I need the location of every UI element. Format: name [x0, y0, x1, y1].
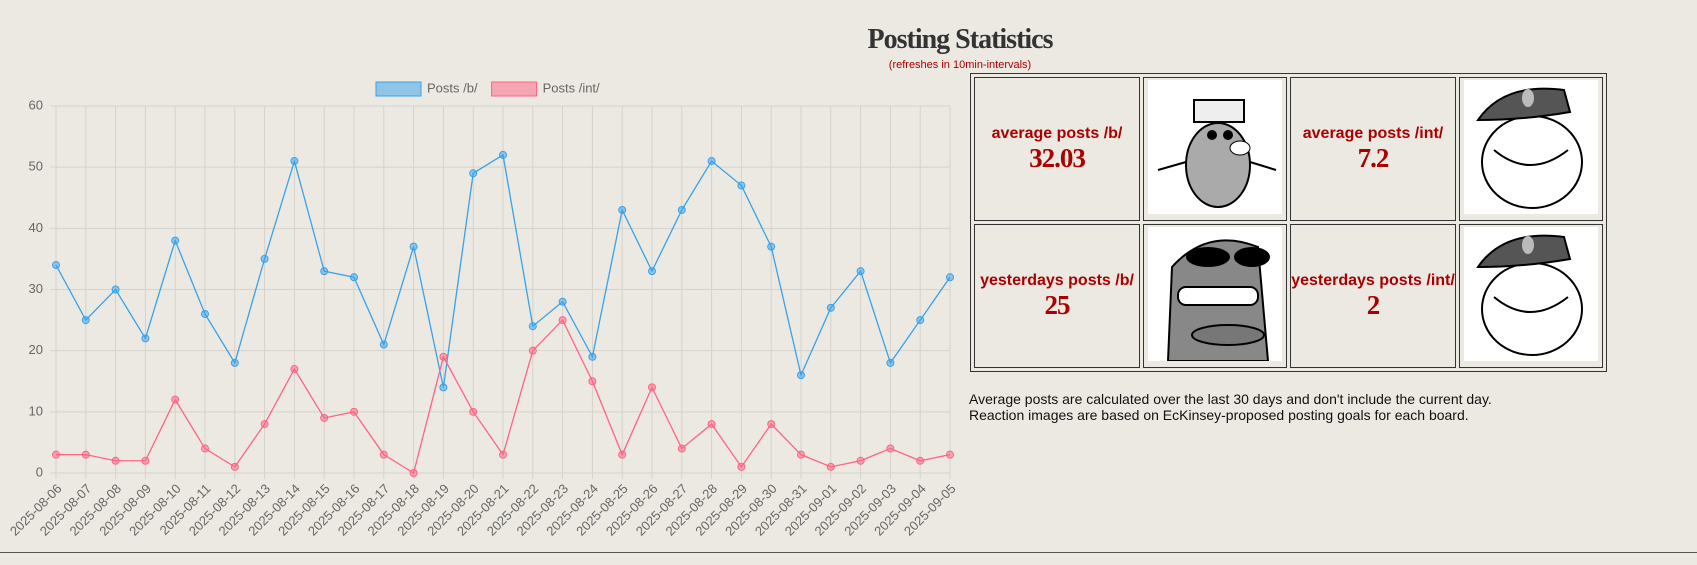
stat-cell: yesterdays posts /int/2 [1290, 224, 1456, 368]
stats-table: average posts /b/32.03 average posts /in… [970, 73, 1607, 372]
chart: 01020304050602025-08-062025-08-072025-08… [7, 80, 959, 538]
data-point [52, 261, 60, 270]
data-point [856, 267, 865, 276]
data-point [737, 462, 746, 471]
data-point [111, 285, 120, 294]
data-point [230, 358, 239, 367]
reaction-image [1459, 224, 1603, 368]
data-point [230, 462, 239, 471]
data-point [946, 273, 954, 282]
notes: Average posts are calculated over the la… [969, 391, 1492, 423]
data-point [469, 407, 478, 416]
data-point [260, 254, 269, 263]
data-point [439, 383, 448, 392]
data-point [588, 377, 597, 386]
data-point [558, 316, 567, 325]
note: Average posts are calculated over the la… [969, 391, 1492, 407]
stat-value: 2 [1366, 289, 1381, 320]
data-point [260, 420, 269, 429]
data-point [677, 444, 686, 453]
reaction-image [1143, 77, 1287, 221]
data-point [916, 316, 925, 325]
stat-label: yesterdays posts /int/ [1291, 271, 1455, 289]
data-point [826, 303, 835, 312]
data-point [81, 450, 90, 459]
data-point [558, 297, 567, 306]
data-point [499, 150, 507, 159]
reaction-image [1143, 224, 1287, 368]
data-point [886, 444, 895, 453]
data-point [290, 365, 299, 374]
data-point [528, 346, 537, 355]
y-tick-label: 50 [29, 159, 43, 174]
data-point [379, 340, 388, 349]
stat-cell: average posts /int/7.2 [1290, 77, 1456, 221]
data-point [201, 444, 209, 453]
data-point [856, 456, 865, 465]
data-point [379, 450, 388, 459]
legend-swatch [375, 81, 422, 97]
data-point [886, 358, 895, 367]
data-point [707, 420, 716, 429]
data-point [797, 450, 805, 459]
y-tick-label: 10 [29, 403, 43, 418]
data-point [618, 450, 627, 459]
subtitle: (refreshes in 10min-intervals) [888, 59, 1032, 71]
y-tick-label: 20 [29, 342, 43, 357]
data-point [141, 456, 150, 465]
data-point [469, 169, 478, 178]
divider [0, 552, 1697, 553]
stat-label: average posts /b/ [991, 124, 1123, 142]
data-point [111, 456, 120, 465]
data-point [767, 420, 776, 429]
data-point [350, 273, 358, 282]
data-point [648, 383, 656, 392]
data-point [826, 462, 835, 471]
stat-value: 32.03 [1029, 142, 1086, 173]
y-tick-label: 40 [29, 220, 43, 235]
reaction-image [1459, 77, 1603, 221]
legend-label: Posts /b/ [427, 80, 478, 95]
data-point [290, 157, 299, 166]
data-point [439, 352, 448, 361]
y-tick-label: 60 [29, 97, 43, 112]
data-point [141, 334, 150, 343]
title: Posting Statistics [867, 24, 1054, 55]
stat-label: yesterdays posts /b/ [980, 271, 1134, 289]
data-point [81, 316, 90, 325]
data-point [677, 205, 686, 214]
data-point [916, 456, 925, 465]
data-point [618, 205, 627, 214]
data-point [707, 157, 716, 166]
y-tick-label: 30 [29, 281, 43, 296]
data-point [797, 371, 805, 380]
data-point [528, 322, 537, 331]
stat-label: average posts /int/ [1302, 124, 1444, 142]
data-point [171, 395, 180, 404]
data-point [201, 309, 209, 318]
stat-value: 25 [1044, 289, 1071, 320]
stat-cell: yesterdays posts /b/25 [974, 224, 1140, 368]
data-point [767, 242, 776, 251]
data-point [648, 267, 656, 276]
data-point [52, 450, 60, 459]
data-point [409, 469, 418, 477]
data-point [737, 181, 746, 190]
stat-cell: average posts /b/32.03 [974, 77, 1140, 221]
legend-label: Posts /int/ [543, 80, 600, 95]
y-tick-label: 0 [36, 464, 43, 479]
stat-value: 7.2 [1357, 142, 1390, 173]
data-point [171, 236, 180, 245]
data-point [499, 450, 507, 459]
data-point [350, 407, 358, 416]
note: Reaction images are based on EcKinsey-pr… [969, 407, 1469, 423]
data-point [946, 450, 954, 459]
data-point [320, 267, 329, 276]
data-point [320, 413, 329, 422]
data-point [409, 242, 418, 251]
legend-swatch [491, 81, 538, 97]
data-point [588, 352, 597, 361]
